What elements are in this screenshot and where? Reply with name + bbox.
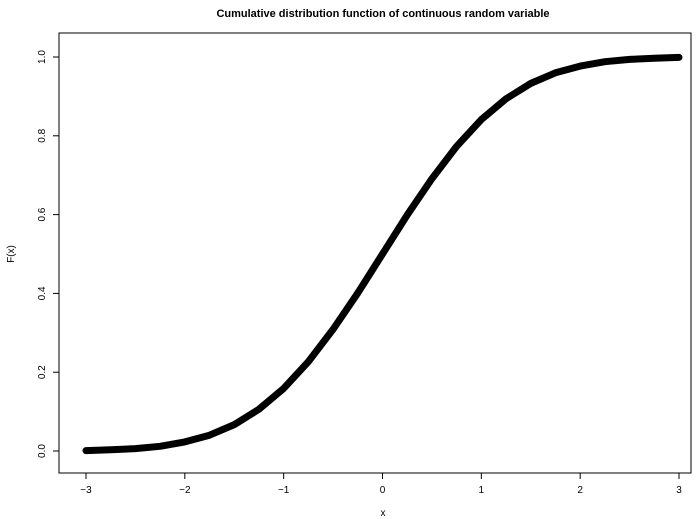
data-point	[379, 250, 386, 258]
data-point	[354, 289, 361, 297]
x-axis: −3 −2 −1 0 1 2 3	[80, 472, 682, 496]
data-point	[478, 116, 485, 123]
data-point	[576, 62, 584, 70]
chart-title: Cumulative distribution function of cont…	[216, 8, 549, 20]
data-point	[82, 447, 90, 454]
data-point	[428, 175, 436, 182]
plot-frame	[58, 32, 692, 474]
y-tick-label: 0.8	[37, 128, 48, 142]
x-axis-label: x	[381, 508, 386, 519]
x-tick-label: 3	[676, 485, 682, 496]
x-tick-label: 1	[479, 485, 485, 496]
data-point	[626, 56, 633, 63]
data-point	[231, 421, 238, 428]
data-point	[453, 143, 460, 150]
data-point	[206, 432, 213, 439]
data-point	[552, 69, 559, 76]
y-tick-label: 0.2	[37, 365, 48, 379]
data-point	[601, 58, 609, 65]
data-point	[651, 54, 658, 62]
y-tick-label: 1.0	[37, 50, 48, 64]
data-point	[132, 445, 139, 452]
data-point	[107, 446, 114, 454]
data-point	[527, 80, 534, 87]
data-point	[329, 326, 337, 333]
data-point	[181, 438, 189, 446]
data-point	[255, 406, 263, 413]
x-tick-label: −3	[80, 485, 92, 496]
y-tick-label: 0.6	[37, 207, 48, 221]
data-point	[675, 54, 683, 61]
data-point	[502, 95, 510, 102]
data-point	[404, 211, 411, 219]
series-layer	[82, 53, 683, 455]
x-tick-label: −2	[179, 485, 191, 496]
y-tick-label: 0.0	[37, 444, 48, 458]
x-tick-label: 2	[577, 485, 583, 496]
data-point	[156, 443, 164, 450]
y-tick-label: 0.4	[37, 286, 48, 300]
y-axis-label: F(x)	[6, 245, 17, 263]
x-tick-label: 0	[380, 485, 386, 496]
data-point	[280, 385, 287, 392]
y-axis: 0.0 0.2 0.4 0.6 0.8 1.0	[37, 50, 60, 458]
data-point	[305, 358, 312, 365]
x-tick-label: −1	[278, 485, 290, 496]
